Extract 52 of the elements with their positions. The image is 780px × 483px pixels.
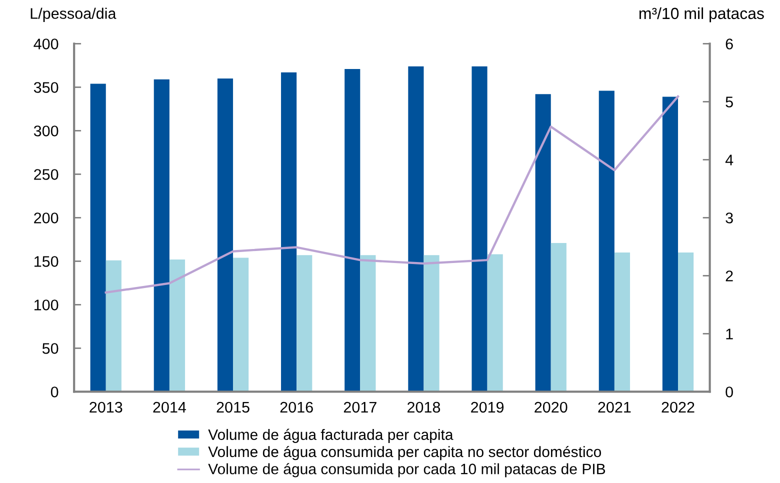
bar [424, 255, 440, 392]
y2-axis-title: m³/10 mil patacas [639, 7, 764, 22]
x-tick-label: 2019 [471, 402, 504, 413]
x-tick-label: 2018 [408, 402, 440, 413]
x-tick-label: 2013 [90, 402, 122, 413]
bar [472, 66, 488, 392]
x-tick-label: 2016 [280, 402, 313, 413]
y2-tick-label: 0 [726, 386, 733, 398]
legend-label: Volume de água facturada per capita [208, 428, 454, 443]
bar [614, 252, 630, 392]
legend-label: Volume de água consumida por cada 10 mil patacas de PIB [208, 463, 606, 478]
y-tick-label: 50 [42, 343, 58, 354]
bar [598, 90, 614, 392]
bar [296, 255, 312, 392]
y-tick-label: 300 [34, 126, 58, 136]
y-tick-label: 400 [34, 38, 58, 50]
x-tick-label: 2017 [344, 402, 376, 413]
x-tick-label: 2014 [153, 402, 186, 413]
y2-tick-label: 6 [726, 38, 733, 50]
bar [678, 252, 694, 392]
bar [662, 96, 678, 392]
y-tick-label: 100 [34, 300, 58, 310]
y2-tick-label: 4 [725, 154, 734, 166]
y-tick-label: 200 [34, 212, 58, 224]
y2-tick-label: 5 [726, 96, 733, 108]
y2-tick-label: 3 [726, 212, 733, 224]
bar [106, 260, 122, 392]
y-tick-label: 0 [50, 386, 58, 398]
bar [487, 254, 503, 392]
bar [360, 255, 376, 392]
x-tick-label: 2021 [598, 402, 631, 413]
y-axis-title: L/pessoa/dia [30, 8, 116, 22]
bar [90, 84, 106, 392]
y2-tick-label: 2 [726, 270, 733, 282]
y-tick-label: 150 [34, 256, 58, 267]
bar [535, 94, 551, 392]
bar [344, 68, 360, 392]
y2-tick-label: 1 [726, 328, 733, 340]
x-tick-label: 2020 [534, 402, 568, 413]
bar [217, 78, 234, 392]
bar [550, 242, 566, 392]
x-tick-label: 2022 [662, 402, 694, 413]
bar [281, 72, 297, 392]
y-tick-label: 350 [34, 82, 58, 93]
y-tick-label: 250 [34, 169, 58, 180]
bar [154, 79, 170, 392]
legend-label: Volume de água consumida per capita no sector doméstico [208, 446, 602, 460]
bar [408, 66, 424, 392]
x-tick-label: 2015 [216, 402, 250, 413]
bar [233, 258, 249, 392]
line-series [104, 95, 680, 294]
bar [169, 259, 186, 392]
